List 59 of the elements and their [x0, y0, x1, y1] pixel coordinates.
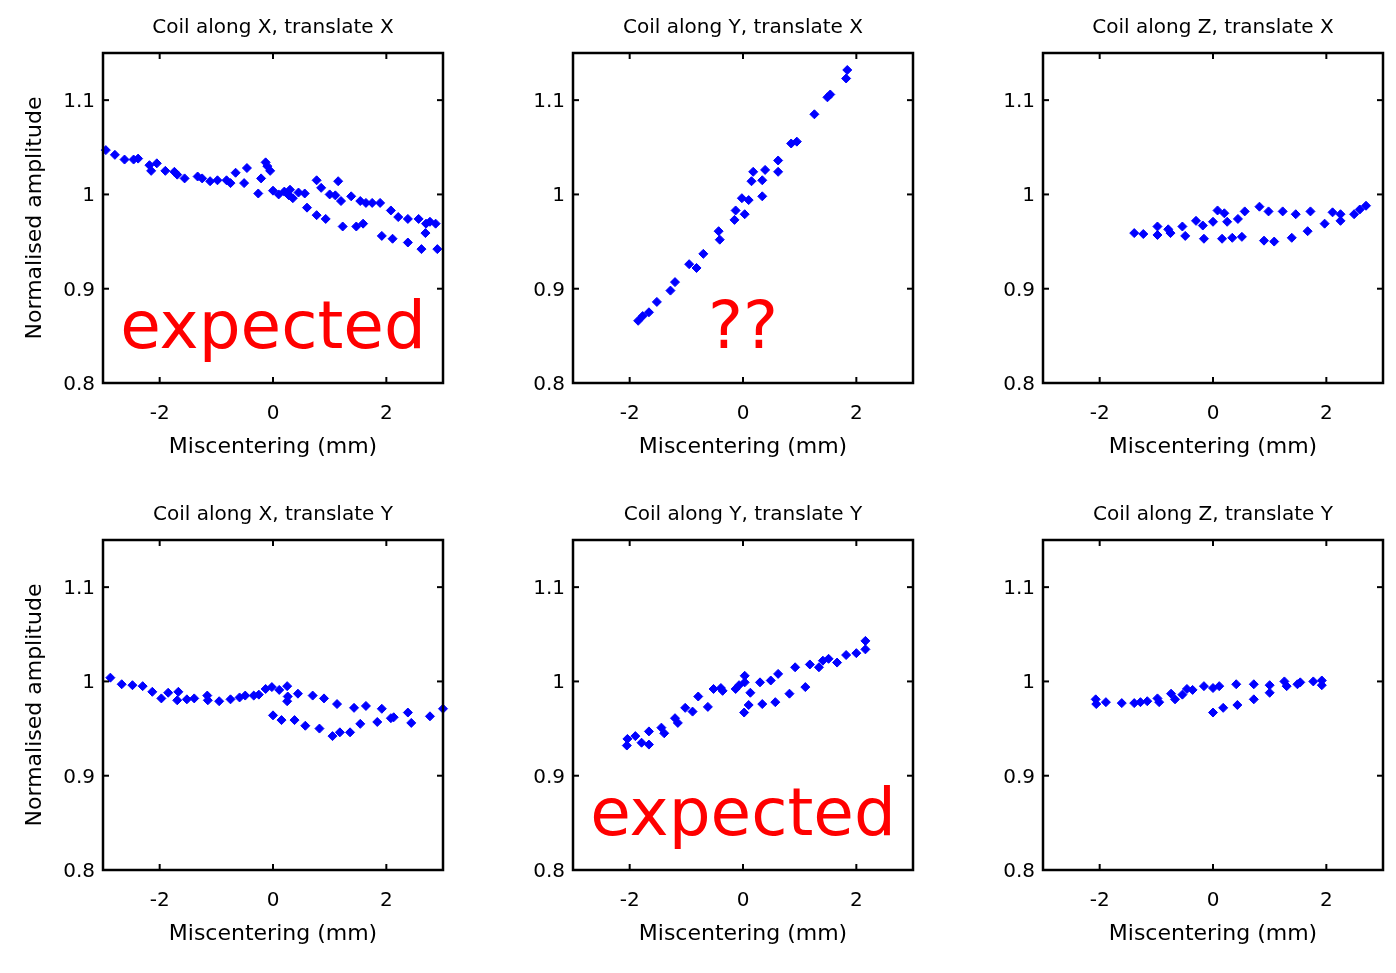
y-tick-label: 0.8	[533, 858, 565, 882]
x-tick-label: 0	[736, 887, 750, 911]
y-tick-label: 1.1	[1003, 575, 1035, 600]
x-axis-title: Miscentering (mm)	[638, 920, 848, 945]
y-tick-label: 1.1	[1003, 88, 1035, 113]
y-tick-label: 1.1	[63, 575, 95, 600]
x-tick-label: 2	[849, 400, 863, 424]
chart-title: Coil along Y, translate Y	[623, 501, 863, 525]
y-tick-label: 0.8	[1003, 858, 1035, 882]
y-tick-label: 1.1	[533, 88, 565, 113]
y-tick-label: 0.9	[533, 763, 565, 788]
y-tick-label: 0.9	[1003, 763, 1035, 788]
y-tick-label: 0.9	[63, 763, 95, 788]
x-axis-title: Miscentering (mm)	[1108, 433, 1318, 458]
chart-title: Coil along Y, translate X	[623, 14, 864, 38]
x-tick-label: -2	[619, 887, 640, 911]
x-tick-label: -2	[619, 400, 640, 424]
x-tick-label: -2	[1089, 400, 1110, 424]
x-tick-label: 2	[1319, 400, 1333, 424]
y-tick-label: 0.9	[533, 276, 565, 301]
y-tick-label: 1.1	[533, 575, 565, 600]
y-tick-label: 0.8	[63, 371, 95, 395]
y-tick-label: 0.8	[63, 858, 95, 882]
y-tick-label: 1.1	[63, 88, 95, 113]
x-tick-label: 0	[266, 887, 280, 911]
y-tick-label: 1	[552, 182, 565, 207]
y-tick-label: 1	[82, 669, 95, 694]
x-tick-label: 0	[266, 400, 280, 424]
x-tick-label: -2	[149, 400, 170, 424]
x-tick-label: 0	[1206, 887, 1220, 911]
y-tick-label: 1	[1022, 182, 1035, 207]
x-axis-title: Miscentering (mm)	[638, 433, 848, 458]
chart-title: Coil along X, translate Y	[153, 501, 394, 525]
x-tick-label: 0	[1206, 400, 1220, 424]
y-axis-title: Normalised amplitude	[21, 583, 46, 827]
x-axis-title: Miscentering (mm)	[168, 433, 378, 458]
y-tick-label: 1	[82, 182, 95, 207]
x-tick-label: 2	[379, 400, 393, 424]
chart-title: Coil along Z, translate X	[1092, 14, 1334, 38]
x-tick-label: 2	[849, 887, 863, 911]
y-tick-label: 1	[552, 669, 565, 694]
annotation: expected	[120, 287, 426, 364]
chart-title: Coil along Z, translate Y	[1093, 501, 1334, 525]
y-axis-title: Normalised amplitude	[21, 96, 46, 340]
x-tick-label: -2	[149, 887, 170, 911]
annotation: ??	[707, 287, 779, 364]
y-tick-label: 0.9	[1003, 276, 1035, 301]
y-tick-label: 0.8	[1003, 371, 1035, 395]
chart-title: Coil along X, translate X	[152, 14, 394, 38]
x-tick-label: 2	[379, 887, 393, 911]
x-axis-title: Miscentering (mm)	[1108, 920, 1318, 945]
x-tick-label: -2	[1089, 887, 1110, 911]
y-tick-label: 1	[1022, 669, 1035, 694]
y-tick-label: 0.9	[63, 276, 95, 301]
x-tick-label: 2	[1319, 887, 1333, 911]
x-tick-label: 0	[736, 400, 750, 424]
annotation: expected	[590, 774, 896, 851]
x-axis-title: Miscentering (mm)	[168, 920, 378, 945]
y-tick-label: 0.8	[533, 371, 565, 395]
